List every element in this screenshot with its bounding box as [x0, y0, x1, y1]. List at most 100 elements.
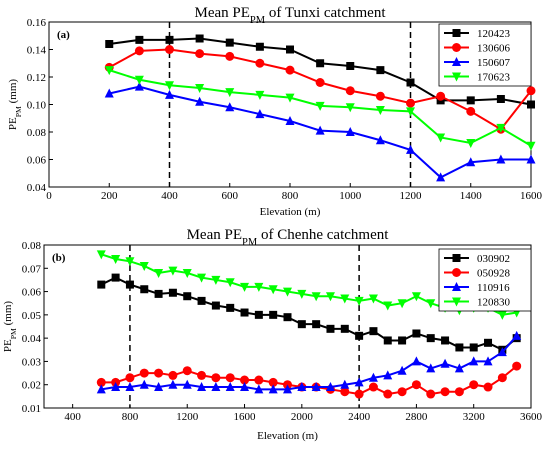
data-point-110916 — [340, 379, 350, 389]
data-point-130606 — [436, 91, 446, 101]
data-point-050928 — [340, 387, 350, 397]
data-point-130606 — [225, 51, 235, 61]
data-point-150607 — [255, 109, 265, 119]
y-tick-label: 0.03 — [22, 356, 42, 368]
data-point-170623 — [225, 88, 235, 98]
data-point-120830 — [283, 287, 292, 297]
data-point-030902 — [484, 338, 493, 347]
data-point-050928 — [383, 389, 393, 399]
data-point-030902 — [297, 320, 306, 329]
legend-label: 050928 — [477, 268, 511, 280]
data-point-110916 — [240, 382, 250, 392]
x-tick-label: 1600 — [234, 411, 257, 423]
data-point-030902 — [469, 343, 478, 352]
data-point-130606 — [255, 58, 265, 68]
data-point-030902 — [211, 301, 220, 310]
data-point-030902 — [111, 273, 120, 282]
data-point-150607 — [104, 88, 114, 98]
data-point-050928 — [512, 361, 522, 371]
y-tick-label: 0.07 — [22, 263, 42, 275]
data-point-030902 — [269, 310, 278, 319]
x-tick-label: 2400 — [348, 411, 371, 423]
data-point-050928 — [454, 387, 464, 397]
x-tick-label: 400 — [64, 411, 81, 423]
data-point-110916 — [96, 384, 106, 394]
data-point-050928 — [497, 373, 507, 383]
data-point-120830 — [211, 275, 221, 285]
data-point-030902 — [283, 313, 292, 322]
data-point-170623 — [104, 66, 114, 76]
data-point-050928 — [411, 380, 421, 390]
data-point-120830 — [96, 250, 106, 260]
data-point-030902 — [369, 327, 378, 336]
legend-marker — [452, 297, 461, 307]
data-point-120423 — [255, 42, 264, 51]
data-point-120423 — [105, 40, 114, 48]
x-tick-label: 400 — [161, 190, 178, 202]
data-point-170623 — [285, 93, 295, 103]
data-point-110916 — [283, 384, 292, 394]
data-point-150607 — [436, 172, 446, 182]
data-point-110916 — [297, 382, 307, 392]
x-tick-label: 1200 — [176, 411, 199, 423]
data-point-110916 — [426, 363, 436, 373]
y-tick-label: 0.06 — [27, 155, 47, 167]
data-point-110916 — [483, 356, 493, 366]
data-point-110916 — [469, 356, 479, 366]
data-point-030902 — [455, 343, 464, 352]
panel-label: (a) — [57, 29, 70, 41]
data-point-150607 — [496, 154, 506, 164]
chart-panel-a: 0 200 400 600 800 1000 1200 1400 1600 0.04 0.06 0.0… — [27, 17, 543, 218]
data-point-130606 — [165, 45, 174, 54]
y-tick-label: 0.10 — [27, 100, 47, 112]
legend-marker — [452, 282, 461, 291]
data-point-030902 — [340, 324, 349, 333]
legend-label: 110916 — [477, 282, 510, 294]
legend-label: 030902 — [477, 253, 510, 265]
data-point-030902 — [398, 336, 407, 345]
x-tick-label: 1000 — [339, 190, 362, 202]
data-point-050928 — [197, 370, 207, 380]
data-point-120830 — [197, 273, 207, 283]
data-point-120423 — [527, 100, 535, 109]
data-point-120830 — [340, 294, 350, 304]
data-point-110916 — [197, 382, 207, 392]
legend-marker — [452, 268, 461, 277]
data-point-030902 — [426, 334, 435, 343]
data-point-120830 — [182, 268, 192, 278]
data-point-120423 — [135, 35, 144, 44]
data-point-120423 — [195, 34, 204, 43]
chart-panel-b: 400 800 1200 1600 2000 2400 2800 3200 3600 0.01 0.… — [22, 240, 543, 442]
series-line-050928 — [101, 365, 518, 396]
data-point-030902 — [197, 296, 206, 305]
data-point-110916 — [411, 356, 421, 366]
data-point-110916 — [268, 384, 278, 394]
data-point-130606 — [195, 49, 205, 59]
data-point-110916 — [211, 382, 221, 392]
data-point-050928 — [254, 375, 264, 385]
data-point-120830 — [497, 310, 507, 320]
legend-marker — [452, 254, 461, 262]
x-tick-label: 1200 — [400, 190, 423, 202]
y-tick-label: 0.08 — [27, 127, 47, 139]
data-point-150607 — [225, 102, 235, 112]
legend-marker — [452, 43, 461, 52]
data-point-120830 — [139, 261, 149, 271]
data-point-050928 — [240, 375, 250, 385]
data-point-110916 — [139, 379, 149, 389]
data-point-170623 — [315, 101, 325, 111]
data-point-170623 — [345, 103, 355, 113]
data-point-030902 — [355, 331, 364, 340]
data-point-120423 — [165, 35, 174, 44]
y-axis-label: PEPM (mm) — [7, 79, 23, 130]
legend-label: 120830 — [477, 297, 511, 309]
x-axis-label: Elevation (m) — [260, 206, 321, 218]
data-point-110916 — [225, 382, 235, 392]
data-point-120830 — [111, 254, 121, 264]
data-point-170623 — [255, 90, 265, 100]
data-point-030902 — [326, 324, 335, 333]
data-point-120423 — [286, 45, 294, 54]
data-point-120830 — [426, 299, 436, 309]
x-tick-label: 600 — [222, 190, 239, 202]
data-point-170623 — [496, 123, 506, 133]
